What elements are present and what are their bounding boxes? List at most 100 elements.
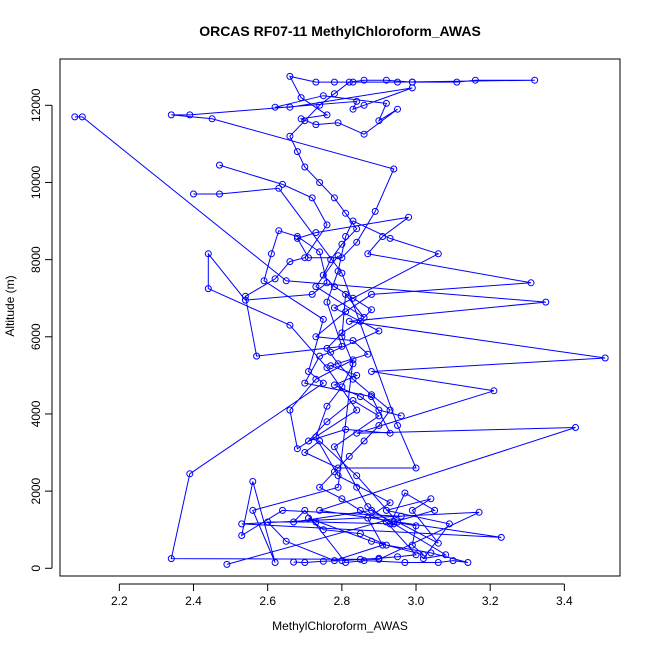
x-axis-label: MethylChloroform_AWAS [272,619,408,633]
data-point [405,213,413,221]
data-point [338,240,346,248]
data-point [394,105,401,113]
data-point [204,250,212,258]
data-point [471,76,479,84]
x-tick-label: 2.2 [111,594,128,608]
data-point [408,84,416,92]
data-point [412,522,420,530]
data-point [286,132,294,140]
data-point [371,207,379,215]
x-tick-label: 3.4 [556,594,573,608]
data-point [334,119,342,127]
data-point [275,184,283,192]
data-point [330,381,338,389]
data-point [360,557,368,565]
data-point [330,90,338,98]
x-tick-label: 2.8 [334,594,351,608]
series-line-5 [219,164,440,562]
data-point [353,225,361,233]
data-point [208,115,216,123]
y-axis-label: Altitude (m) [3,275,17,336]
data-point [301,254,309,262]
data-point [408,506,416,514]
data-point [342,559,350,566]
data-point [312,121,320,129]
data-point [349,294,357,302]
y-tick-label: 6000 [29,323,43,350]
data-point [379,233,387,240]
data-point [349,337,357,345]
data-point [412,464,420,472]
data-point [305,437,312,445]
data-point [345,452,353,460]
y-tick-label: 0 [29,565,43,572]
data-point [323,221,331,229]
data-point [282,277,290,285]
data-point [334,267,342,275]
data-point [349,375,357,383]
data-point [427,495,435,503]
data-point [360,101,368,109]
data-point [327,256,335,264]
data-point [301,163,309,171]
data-point [375,412,383,420]
data-point [316,437,324,445]
data-point [390,165,398,173]
series-line-3 [74,116,606,565]
data-point [464,559,472,566]
data-point [319,271,327,279]
data-point [279,506,286,514]
data-point [390,520,398,528]
data-point [323,364,331,372]
data-point [401,489,409,497]
data-point [490,387,498,395]
data-point [330,283,338,291]
data-point [323,111,331,119]
data-point [249,478,257,485]
data-point [316,483,324,491]
data-point [394,518,401,526]
data-point [186,111,194,119]
data-point [204,285,212,293]
data-point [286,258,294,266]
data-point [334,360,342,368]
data-point [253,352,261,360]
data-point [434,250,442,258]
data-point [286,72,294,80]
data-point [323,279,331,287]
y-tick-label: 4000 [29,400,43,427]
data-point [531,76,539,84]
data-point [316,179,324,186]
data-point [330,468,338,476]
data-point [190,190,197,198]
x-tick-label: 2.4 [185,594,202,608]
data-point [308,290,316,298]
data-point [290,518,298,526]
data-point [241,296,249,304]
data-point [349,360,357,368]
data-point [327,348,335,356]
data-point [356,530,364,538]
data-point [334,464,342,472]
data-point [238,532,246,539]
data-point [167,111,175,119]
data-point [386,429,394,437]
data-point [293,234,301,242]
data-point [360,437,368,445]
data-point [431,506,439,514]
data-point [330,194,338,202]
data-point [408,541,416,549]
data-point [386,234,394,242]
data-point [382,541,390,549]
data-point [319,557,327,565]
data-point [345,78,353,86]
data-point [216,190,223,198]
data-point [419,555,427,563]
y-tick-label: 12000 [29,88,43,122]
y-axis: 0 2000 4000 6000 8000 10000 12000 [29,88,53,572]
series-line-4 [193,187,469,564]
y-tick-label: 10000 [29,165,43,199]
data-point [382,76,390,84]
data-point [301,506,309,514]
